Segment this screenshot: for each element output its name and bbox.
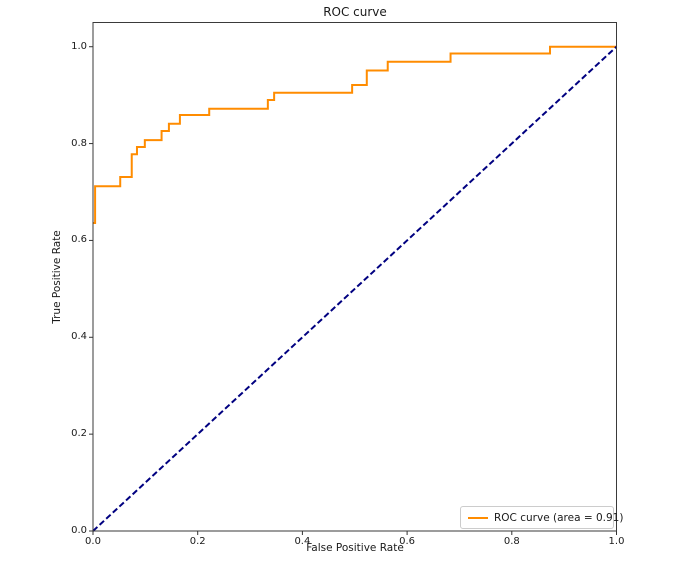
axes-frame [92, 22, 617, 532]
legend: ROC curve (area = 0.91) [460, 506, 623, 529]
x-tick-label: 1.0 [608, 536, 625, 547]
x-tick-label: 0.2 [189, 536, 206, 547]
x-tick-label: 0.4 [294, 536, 311, 547]
ticks-layer [89, 46, 617, 535]
curves-layer [92, 45, 618, 532]
legend-line-swatch [468, 516, 488, 519]
x-tick-label: 0.6 [399, 536, 416, 547]
y-axis-label: True Positive Rate [51, 230, 63, 324]
y-tick-label: 0.2 [71, 428, 87, 440]
y-tick-label: 0.0 [71, 525, 87, 536]
y-tick-label: 0.8 [71, 137, 87, 149]
y-tick-label: 0.6 [71, 234, 87, 246]
y-tick-label: 0.4 [71, 331, 87, 343]
series-chance-diagonal [92, 45, 618, 532]
chart-title: ROC curve [323, 5, 387, 19]
x-tick-label: 0.0 [85, 536, 101, 547]
x-axis-label: False Positive Rate [306, 542, 404, 554]
y-tick-label: 1.0 [71, 40, 87, 52]
series-roc-curve-area-0-91- [93, 45, 617, 224]
x-tick-label: 0.8 [503, 536, 520, 547]
legend-label: ROC curve (area = 0.91) [494, 511, 624, 524]
